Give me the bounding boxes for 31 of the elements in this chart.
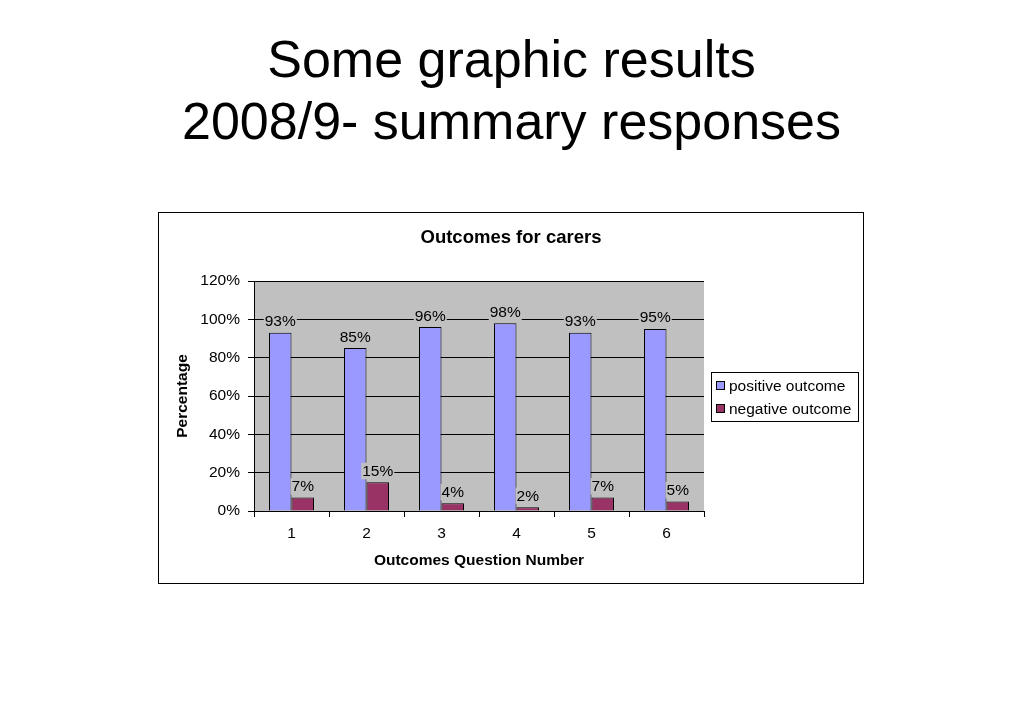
x-tick-label: 6 [662,523,671,541]
y-tick-label: 80% [208,347,241,365]
y-tick-label: 100% [200,309,241,327]
y-axis-title: Percentage [172,353,190,438]
data-label: 96% [414,306,446,324]
data-label: 93% [564,312,596,330]
y-tick-label: 120% [200,271,241,289]
x-tick-label: 1 [287,523,296,541]
x-tick-label: 4 [512,523,522,541]
data-label: 5% [666,480,690,498]
x-axis-title: Outcomes Question Number [373,550,585,568]
y-tick-label: 20% [208,462,241,480]
chart-subtitle: Outcomes for carers [419,226,603,248]
legend-label: positive outcome [729,376,846,395]
y-tick-label: 60% [208,386,241,404]
data-label: 7% [291,477,315,495]
data-label: 98% [489,302,521,320]
data-label: 93% [264,312,296,330]
x-tick-label: 3 [437,523,446,541]
data-label: 85% [339,327,371,345]
legend-label: negative outcome [729,399,852,418]
y-tick-label: 40% [208,424,241,442]
x-tick-label: 5 [587,523,596,541]
data-label: 2% [516,486,540,504]
chart-title: Some graphic results 2008/9- summary responses [181,29,842,152]
y-tick-label: 0% [217,501,241,519]
x-tick-label: 2 [362,523,371,541]
data-label: 4% [441,482,465,500]
data-label: 95% [639,308,671,326]
data-label: 7% [591,477,615,495]
data-label: 15% [362,461,394,479]
